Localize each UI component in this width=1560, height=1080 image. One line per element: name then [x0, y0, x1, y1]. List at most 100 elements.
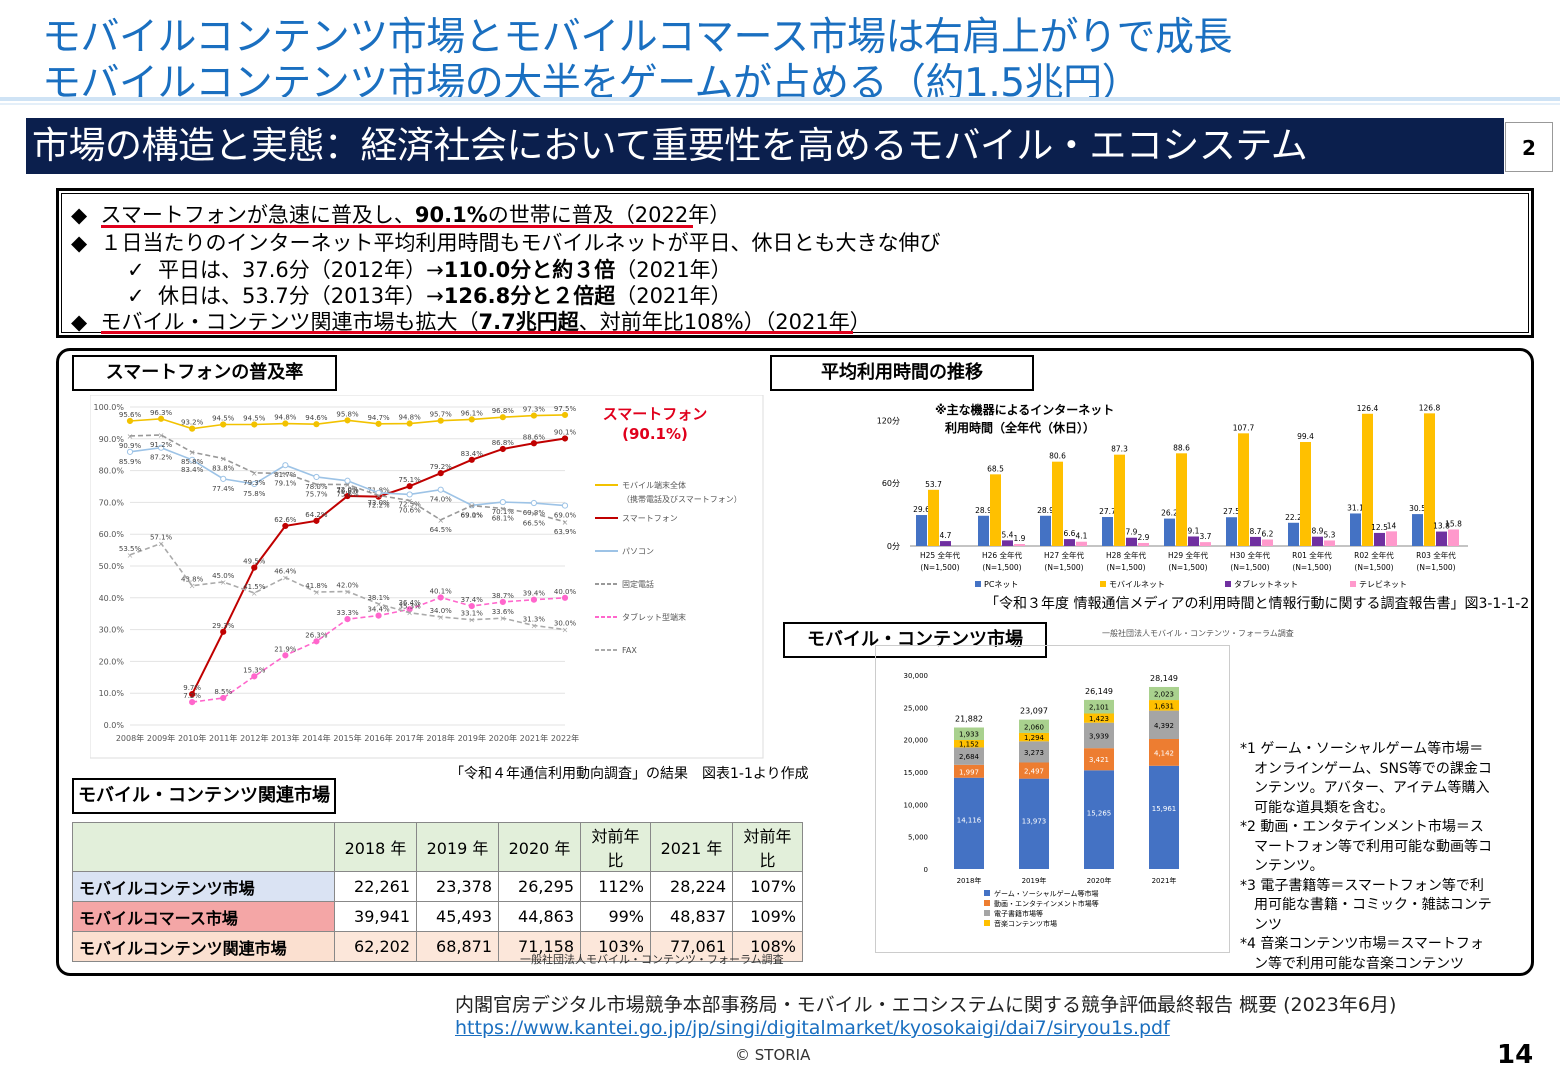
- total-label: 21,882: [955, 714, 983, 723]
- bar: [1250, 536, 1261, 546]
- data-label: 70.1%: [492, 508, 515, 516]
- data-point: ×: [468, 502, 475, 511]
- data-point: [375, 612, 382, 619]
- legend-label: （携帯電話及びスマートフォン）: [622, 494, 742, 504]
- legend-label: タブレットネット: [1234, 579, 1298, 589]
- data-label: 30.5: [1409, 504, 1426, 513]
- bar: [1014, 544, 1025, 546]
- bar: [1436, 531, 1447, 546]
- data-point: [499, 414, 506, 421]
- data-label: 63.9%: [554, 528, 577, 536]
- data-label: 3,939: [1089, 732, 1109, 740]
- data-label: 80.6: [1049, 452, 1066, 461]
- footer-link[interactable]: https://www.kantei.go.jp/jp/singi/digita…: [455, 1017, 1170, 1039]
- table-row: モバイルコマース市場 39,941 45,493 44,863 99% 48,837 109…: [72, 901, 803, 932]
- data-point: ×: [500, 614, 507, 623]
- footnote-line: 可能な道具類を含む。: [1240, 799, 1394, 816]
- footnote-line: オンラインゲーム、SNS等での課金コ: [1240, 760, 1492, 777]
- bar: [1386, 531, 1397, 546]
- y-tick-label: 20,000: [904, 737, 929, 745]
- data-point: [126, 448, 134, 455]
- legend-swatch: [975, 581, 981, 587]
- table-cell: 71,158: [498, 931, 581, 962]
- x-tick-label: H28 全年代: [1106, 550, 1147, 560]
- data-point: [499, 445, 506, 453]
- data-point: ×: [468, 616, 475, 625]
- data-label: 1,997: [959, 768, 979, 776]
- y-tick-label: 20.0%: [99, 657, 125, 666]
- data-label: 31.3%: [523, 615, 546, 623]
- related-market-table: 2018 年 2019 年 2020 年対前年比 2021 年対前年比 モバイルコンテン…: [72, 822, 803, 962]
- data-point: ×: [375, 491, 382, 500]
- footnote-line: マートフォン等で利用可能な動画等コ: [1240, 838, 1492, 855]
- stack-chart-source: 一般社団法人モバイル・コンテンツ・フォーラム調査: [1102, 629, 1294, 638]
- data-label: 29.6: [913, 505, 930, 514]
- data-label: 3,273: [1024, 749, 1044, 757]
- stack-segment: [1084, 722, 1114, 749]
- table-header-cell: 2021 年: [650, 822, 733, 872]
- bar: [1064, 539, 1075, 546]
- x-tick-label: 2021年: [1152, 876, 1177, 885]
- data-label: 88.6%: [523, 433, 546, 441]
- y-tick-label: 70.0%: [99, 498, 125, 507]
- data-label: 43.8%: [181, 576, 204, 584]
- data-label: 6.2: [1262, 530, 1274, 539]
- data-point: ×: [251, 469, 258, 478]
- data-label: 8.9: [1312, 527, 1324, 536]
- diamond-icon: ◆: [71, 231, 88, 255]
- bar: [1126, 537, 1137, 546]
- section-banner: 市場の構造と実態：経済社会において重要性を高めるモバイル・エコシステム: [26, 118, 1504, 174]
- legend-label: 動画・エンタテインメント市場等: [994, 899, 1099, 908]
- bullet-4: ✓ 休日は、53.7分（2013年）→126.8分と２倍超（2021年）: [127, 284, 732, 308]
- data-label: 83.4%: [461, 450, 484, 458]
- bar: [1138, 542, 1149, 546]
- x-tick-label: 2018年: [957, 876, 982, 885]
- data-point: ×: [189, 582, 196, 591]
- label-related-market: モバイル・コンテンツ関連市場: [72, 778, 336, 814]
- bar: [1002, 540, 1013, 546]
- data-label: 7.2%: [183, 692, 201, 700]
- stack-segment: [954, 727, 984, 740]
- data-point: [437, 417, 444, 424]
- data-label: 74.0%: [430, 496, 453, 504]
- data-label: 38.7%: [492, 592, 515, 600]
- data-label: 2,497: [1024, 768, 1044, 776]
- data-label: 1,631: [1154, 702, 1174, 710]
- stack-segment: [1149, 765, 1179, 869]
- bar: [1200, 542, 1211, 546]
- data-label: 126.4: [1357, 404, 1379, 413]
- data-label: 90.9%: [119, 442, 142, 450]
- bar: [1226, 517, 1237, 546]
- legend-label: FAX: [622, 646, 637, 655]
- data-label: 3,421: [1089, 756, 1109, 764]
- data-label: 34.0%: [430, 607, 453, 615]
- data-point: ×: [562, 626, 569, 635]
- data-label: 37.4%: [461, 596, 484, 604]
- red-underline: [101, 225, 693, 228]
- bar: [916, 515, 927, 546]
- data-point: [157, 444, 165, 451]
- y-tick-label: 80.0%: [99, 467, 125, 476]
- data-label: 94.7%: [367, 414, 390, 422]
- x-tick-label: R02 全年代: [1354, 550, 1394, 560]
- data-point: [189, 456, 196, 463]
- y-tick-label: 10.0%: [99, 689, 125, 698]
- legend-swatch: [984, 900, 990, 906]
- bar: [1324, 540, 1335, 546]
- data-label: 96.3%: [150, 409, 173, 417]
- data-label: 64.5%: [430, 526, 453, 534]
- check-icon: ✓: [127, 258, 145, 282]
- data-label: 97.5%: [554, 405, 577, 413]
- y-tick-label: 120分: [877, 416, 900, 425]
- x-tick-label: 2010年: [178, 733, 206, 743]
- data-label: 75.1%: [399, 476, 422, 484]
- data-label: 5.4: [1002, 530, 1014, 539]
- data-label: 41.8%: [305, 582, 328, 590]
- data-point: ×: [158, 431, 165, 440]
- data-label: 2,101: [1089, 704, 1109, 712]
- data-label: 15,961: [1152, 805, 1177, 813]
- stack-segment: [954, 747, 984, 765]
- total-label: 26,149: [1085, 687, 1113, 696]
- data-point: [499, 498, 506, 506]
- data-label: 76.8%: [336, 487, 359, 495]
